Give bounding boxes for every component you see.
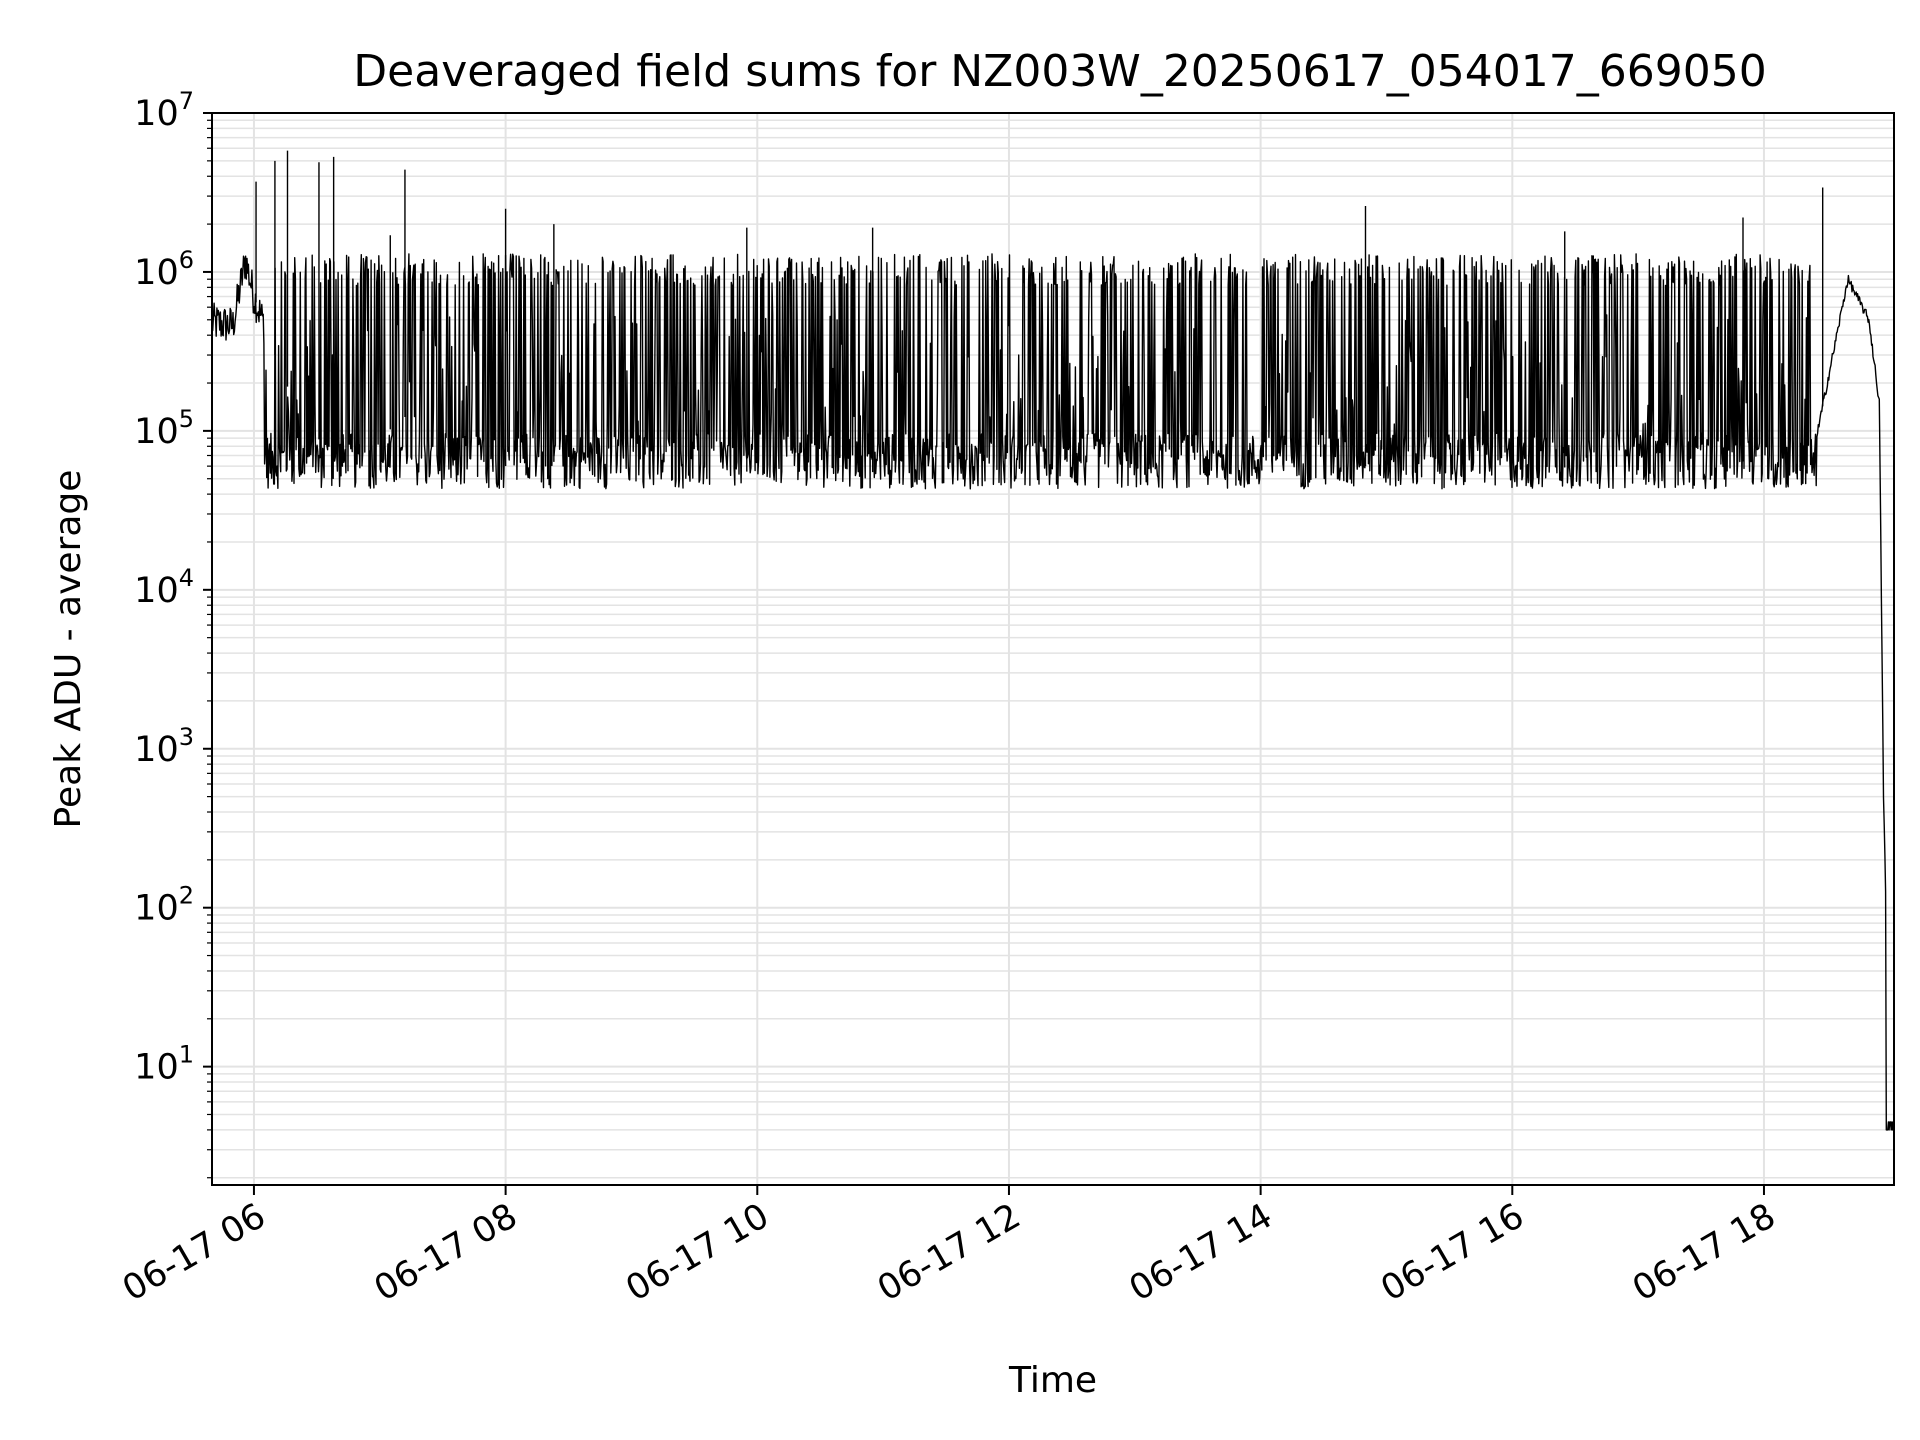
y-tick-label: 101 xyxy=(134,1041,194,1088)
chart-title: Deaveraged field sums for NZ003W_2025061… xyxy=(353,46,1766,97)
y-tick-label: 104 xyxy=(134,564,194,611)
y-tick-label: 107 xyxy=(134,87,194,134)
x-axis-label: Time xyxy=(1008,1360,1097,1401)
y-axis-label: Peak ADU - average xyxy=(48,470,89,829)
y-tick-label: 106 xyxy=(134,246,194,293)
plot-frame xyxy=(211,112,1895,1186)
data-series xyxy=(211,150,1894,1131)
y-tick-label: 102 xyxy=(134,882,194,929)
y-tick-label: 103 xyxy=(134,723,194,770)
y-tick-label: 105 xyxy=(134,405,194,452)
series-line xyxy=(211,253,1894,1131)
